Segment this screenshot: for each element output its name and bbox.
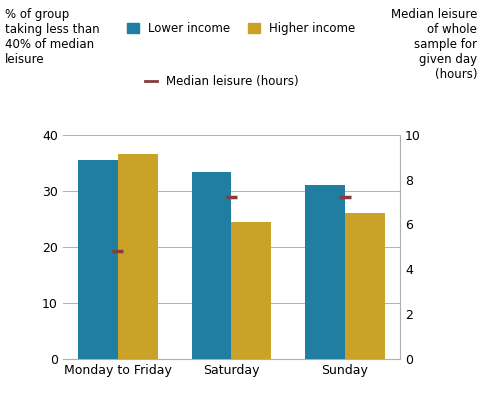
Legend: Lower income, Higher income: Lower income, Higher income [127,22,355,35]
Bar [78,160,118,359]
Bar [345,213,385,359]
Legend: Median leisure (hours): Median leisure (hours) [145,75,299,88]
Bar [305,185,345,359]
Text: Median leisure
of whole
sample for
given day
(hours): Median leisure of whole sample for given… [391,8,477,81]
Bar [118,154,158,359]
Bar [192,172,231,359]
Bar [231,222,271,359]
Text: % of group
taking less than
40% of median
leisure: % of group taking less than 40% of media… [5,8,99,66]
